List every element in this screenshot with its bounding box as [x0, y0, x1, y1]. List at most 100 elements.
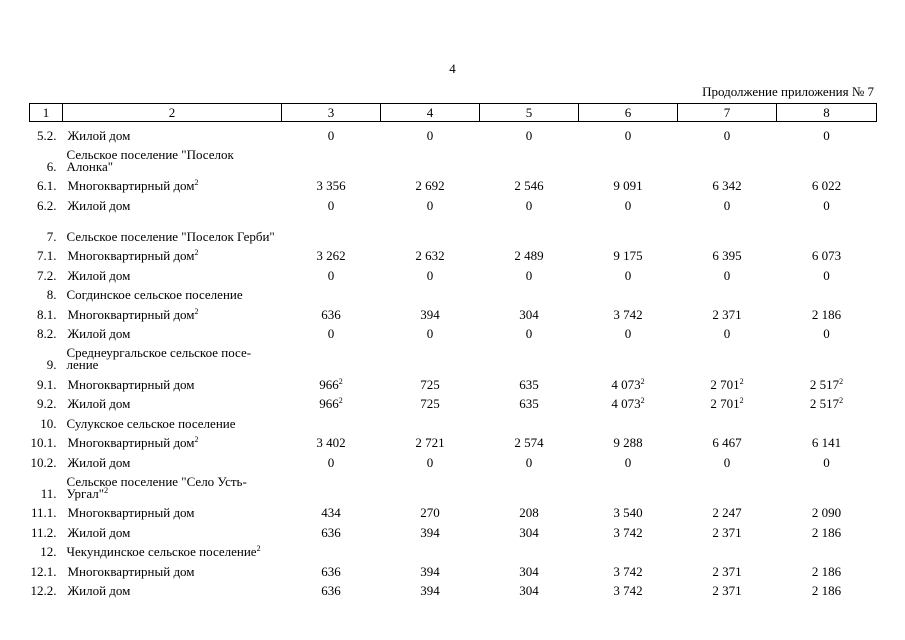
value-text: 0 [823, 454, 830, 470]
value-cell: 6 073 [777, 243, 877, 262]
table-row: 11.1. Многоквартирный дом 434 270 208 3 540 2 … [30, 500, 877, 520]
value-text: 725 [420, 396, 440, 411]
table-row: 6.1. Многоквартирный дом2 3 356 2 692 2 546 9… [30, 173, 877, 193]
value-cell: 636 [282, 578, 381, 597]
empty-cell [480, 212, 579, 243]
row-label: Жилой дом [63, 321, 282, 341]
row-number-text: 9. [46, 357, 57, 372]
row-label: Многоквартирный дом2 [63, 430, 282, 450]
header-row: 1 2 3 4 5 6 7 8 [29, 103, 877, 122]
footnote-mark: 2 [194, 306, 199, 316]
value-cell: 2 7012 [678, 391, 777, 411]
empty-cell [579, 212, 678, 243]
value-cell: 0 [282, 449, 381, 469]
value-text: 2 371 [712, 306, 742, 322]
value-cell: 0 [579, 449, 678, 469]
table-row: 8.1. Многоквартирный дом2 636 394 304 3 742 2 … [30, 301, 877, 321]
row-number-text: 10. [40, 415, 57, 431]
value-text: 0 [823, 267, 830, 283]
value-cell: 2 692 [381, 173, 480, 192]
row-label: Многоквартирный дом2 [63, 173, 282, 193]
empty-cell [579, 142, 678, 173]
value-text: 0 [624, 454, 632, 470]
empty-cell [480, 410, 579, 430]
value-cell: 394 [381, 578, 480, 597]
value-cell: 635 [480, 371, 579, 391]
empty-cell [579, 410, 678, 430]
empty-cell [579, 340, 678, 371]
row-label: Многоквартирный дом [63, 558, 282, 578]
value-cell: 2 371 [678, 519, 777, 539]
value-cell: 2 5172 [777, 371, 877, 391]
value-cell: 0 [282, 262, 381, 282]
footnote-mark: 2 [739, 396, 744, 405]
value-cell: 4 0732 [579, 391, 678, 411]
value-text: 636 [321, 524, 341, 540]
table-row: 7.2. Жилой дом 0 0 0 0 0 0 [30, 262, 877, 282]
row-number-text: 7.2. [37, 267, 57, 283]
footnote-mark: 2 [194, 435, 199, 444]
footnote-mark: 2 [104, 485, 109, 495]
section-title: Сельское поселение "Поселок Герби" [63, 212, 282, 243]
value-text: 2 721 [415, 435, 445, 450]
row-number-text: 7.1. [37, 248, 57, 263]
footnote-mark: 2 [194, 178, 199, 187]
empty-cell [480, 539, 579, 559]
value-text: 3 742 [613, 524, 643, 540]
value-text: 270 [420, 505, 440, 520]
row-label-text: Жилой дом [67, 524, 131, 540]
value-cell: 0 [480, 192, 579, 212]
value-cell: 208 [480, 500, 579, 519]
value-cell: 3 262 [282, 243, 381, 262]
empty-cell [381, 469, 480, 500]
value-cell: 3 742 [579, 578, 678, 597]
row-number-text: 5.2. [37, 127, 57, 143]
empty-cell [381, 282, 480, 302]
value-text: 2 371 [712, 583, 742, 598]
value-cell: 0 [678, 192, 777, 212]
section-title-text: Среднеургальское сельское посе-ление [66, 345, 252, 372]
row-number: 8.1. [30, 301, 63, 321]
empty-cell [381, 340, 480, 371]
value-cell: 0 [480, 321, 579, 340]
value-text: 0 [426, 454, 434, 470]
value-cell: 636 [282, 558, 381, 578]
row-number: 7.1. [30, 243, 63, 263]
row-number: 11. [30, 469, 63, 500]
value-cell: 0 [381, 321, 480, 340]
value-cell: 9 091 [579, 173, 678, 192]
value-cell: 304 [480, 578, 579, 597]
row-number: 10.1. [30, 430, 63, 450]
empty-cell [282, 282, 381, 302]
empty-cell [678, 282, 777, 302]
value-text: 0 [624, 127, 632, 143]
value-text: 0 [525, 127, 533, 143]
row-number: 12.1. [30, 558, 63, 578]
value-cell: 636 [282, 301, 381, 321]
value-cell: 0 [678, 449, 777, 469]
value-text: 0 [525, 454, 533, 470]
row-label-text: Жилой дом [67, 326, 131, 341]
section-row: 12. Чекундинское сельское поселение2 [30, 539, 877, 559]
value-text: 966 [319, 376, 339, 392]
value-cell: 635 [480, 391, 579, 410]
value-cell: 725 [381, 391, 480, 411]
value-cell: 6 022 [777, 173, 877, 192]
value-text: 3 742 [613, 306, 643, 322]
value-cell: 0 [282, 122, 381, 142]
value-cell: 2 632 [381, 243, 480, 262]
empty-cell [480, 142, 579, 173]
row-number-text: 11.2. [30, 524, 57, 540]
empty-cell [282, 340, 381, 371]
row-number: 7.2. [30, 262, 63, 282]
row-label-text: Жилой дом [67, 454, 131, 470]
row-number-text: 7. [46, 228, 57, 244]
row-number: 6. [30, 142, 63, 173]
value-text: 0 [723, 127, 731, 143]
section-row: 7. Сельское поселение "Поселок Герби" [30, 212, 877, 243]
row-number-text: 10.1. [30, 435, 57, 450]
value-cell: 0 [777, 122, 877, 142]
footnote-mark: 2 [739, 376, 744, 386]
column-header: 7 [677, 103, 777, 122]
value-text: 304 [519, 524, 539, 540]
